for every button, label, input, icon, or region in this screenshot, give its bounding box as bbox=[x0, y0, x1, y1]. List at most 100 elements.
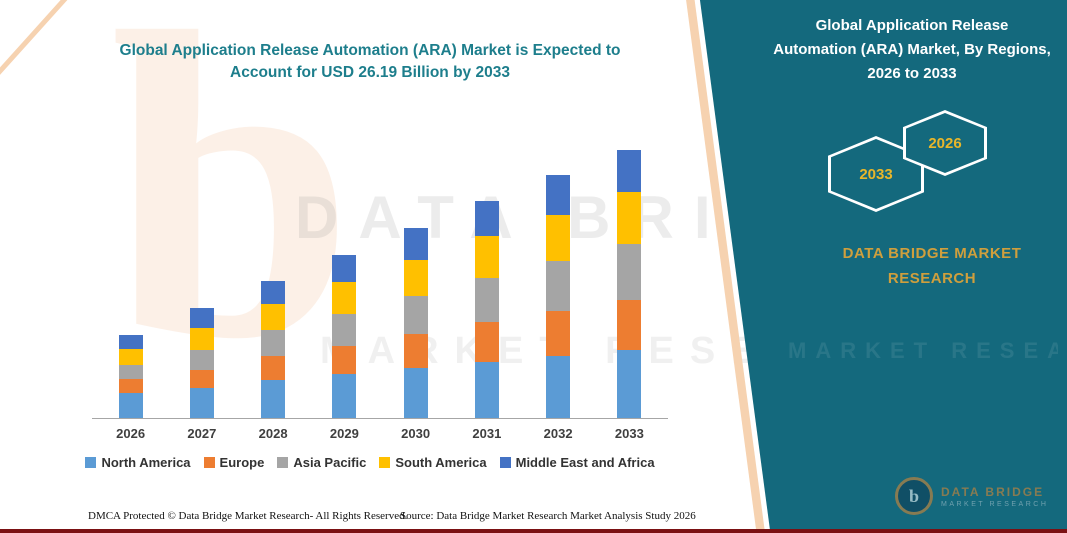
bar-segment-south-america-2026 bbox=[118, 349, 143, 365]
bar-slot-2027 bbox=[166, 110, 237, 418]
bar-2028 bbox=[261, 281, 286, 418]
bar-segment-europe-2032 bbox=[546, 311, 571, 356]
legend-item-north-america: North America bbox=[85, 455, 191, 470]
bar-segment-europe-2026 bbox=[118, 379, 143, 393]
brand-line-2: RESEARCH bbox=[887, 269, 977, 287]
bar-2027 bbox=[189, 308, 214, 418]
bar-segment-europe-2033 bbox=[617, 300, 642, 351]
bar-segment-asia-pacific-2028 bbox=[261, 330, 286, 357]
bar-2033 bbox=[617, 150, 642, 418]
bar-2026 bbox=[118, 335, 143, 418]
legend-item-europe: Europe bbox=[203, 455, 265, 470]
bar-segment-south-america-2027 bbox=[189, 328, 214, 350]
dbmr-logo-text: DATA BRIDGE MARKET RESEARCH bbox=[941, 485, 1048, 508]
x-label-2032: 2032 bbox=[543, 426, 573, 441]
bar-slot-2033 bbox=[594, 110, 665, 418]
dbmr-logo: b DATA BRIDGE MARKET RESEARCH bbox=[895, 477, 1048, 515]
bar-segment-middle-east-and-africa-2032 bbox=[546, 175, 571, 216]
bar-segment-north-america-2027 bbox=[189, 388, 214, 418]
x-label-2028: 2028 bbox=[258, 426, 288, 441]
bar-segment-north-america-2031 bbox=[474, 362, 499, 418]
bar-segment-middle-east-and-africa-2033 bbox=[617, 150, 642, 193]
bar-segment-europe-2027 bbox=[189, 370, 214, 388]
dbmr-logo-sub: MARKET RESEARCH bbox=[941, 500, 1049, 508]
brand-line-1: DATA BRIDGE MARKET bbox=[842, 245, 1022, 262]
chart-legend: North America Europe Asia Pacific South Ame… bbox=[40, 455, 700, 470]
legend-swatch-asia-pacific bbox=[277, 457, 289, 468]
corner-stripe-decor bbox=[0, 0, 78, 85]
x-label-2027: 2027 bbox=[187, 426, 217, 441]
bar-2032 bbox=[546, 175, 571, 418]
legend-swatch-middle-east-and-africa bbox=[499, 457, 511, 468]
bar-slot-2026 bbox=[95, 110, 166, 418]
bar-segment-asia-pacific-2030 bbox=[403, 296, 428, 334]
bar-segment-asia-pacific-2031 bbox=[474, 278, 499, 322]
bar-segment-asia-pacific-2027 bbox=[189, 350, 214, 370]
bottom-rule bbox=[0, 529, 1067, 533]
bar-segment-south-america-2032 bbox=[546, 215, 571, 261]
brand-name: DATA BRIDGE MARKET RESEARCH bbox=[818, 242, 1046, 292]
bar-segment-north-america-2033 bbox=[617, 350, 642, 418]
bar-segment-asia-pacific-2026 bbox=[118, 365, 143, 379]
bar-slot-2029 bbox=[309, 110, 380, 418]
bar-segment-south-america-2028 bbox=[261, 304, 286, 331]
bar-2030 bbox=[403, 228, 428, 418]
bar-segment-asia-pacific-2029 bbox=[332, 314, 357, 346]
bar-segment-middle-east-and-africa-2027 bbox=[189, 308, 214, 328]
bar-segment-asia-pacific-2033 bbox=[617, 244, 642, 301]
legend-swatch-north-america bbox=[85, 457, 97, 468]
legend-label-europe: Europe bbox=[219, 455, 265, 470]
bar-segment-middle-east-and-africa-2028 bbox=[261, 281, 286, 305]
x-label-2033: 2033 bbox=[614, 426, 644, 441]
bar-segment-asia-pacific-2032 bbox=[546, 261, 571, 311]
x-label-2029: 2029 bbox=[329, 426, 359, 441]
bar-segment-north-america-2026 bbox=[118, 393, 143, 418]
bar-segment-south-america-2030 bbox=[403, 260, 428, 296]
bar-segment-south-america-2031 bbox=[474, 236, 499, 278]
bar-segment-europe-2029 bbox=[332, 346, 357, 374]
legend-label-asia-pacific: Asia Pacific bbox=[293, 455, 367, 470]
legend-label-north-america: North America bbox=[101, 455, 191, 470]
bar-slot-2032 bbox=[523, 110, 594, 418]
x-label-2031: 2031 bbox=[472, 426, 502, 441]
legend-item-middle-east-and-africa: Middle East and Africa bbox=[499, 455, 655, 470]
bar-segment-south-america-2033 bbox=[617, 192, 642, 245]
panel-watermark: MARKET RESEARCH bbox=[788, 338, 1058, 363]
bar-slot-2030 bbox=[380, 110, 451, 418]
logo-b-watermark: b bbox=[110, 0, 355, 430]
x-label-2026: 2026 bbox=[116, 426, 146, 441]
bar-slot-2028 bbox=[238, 110, 309, 418]
bar-slot-2031 bbox=[451, 110, 522, 418]
legend-swatch-europe bbox=[203, 457, 215, 468]
bar-segment-europe-2028 bbox=[261, 356, 286, 380]
bar-segment-middle-east-and-africa-2029 bbox=[332, 255, 357, 282]
side-panel-title: Global Application Release Automation (A… bbox=[773, 17, 1051, 82]
source-note: Source: Data Bridge Market Research Mark… bbox=[400, 510, 696, 522]
hexagon-2026-label: 2026 bbox=[906, 113, 984, 173]
chart-title: Global Application Release Automation (A… bbox=[119, 42, 621, 82]
stacked-bar-chart bbox=[95, 110, 665, 418]
x-label-2030: 2030 bbox=[401, 426, 431, 441]
bar-segment-europe-2031 bbox=[474, 322, 499, 362]
bar-segment-north-america-2028 bbox=[261, 380, 286, 418]
legend-item-asia-pacific: Asia Pacific bbox=[277, 455, 366, 470]
legend-item-south-america: South America bbox=[379, 455, 487, 470]
bar-2029 bbox=[332, 255, 357, 418]
dbmr-logo-name: DATA BRIDGE bbox=[941, 484, 1045, 499]
bar-segment-north-america-2032 bbox=[546, 356, 571, 418]
legend-label-middle-east-and-africa: Middle East and Africa bbox=[515, 455, 655, 470]
dmca-notice: DMCA Protected © Data Bridge Market Rese… bbox=[88, 510, 408, 522]
bar-segment-south-america-2029 bbox=[332, 282, 357, 314]
bar-segment-north-america-2030 bbox=[403, 368, 428, 418]
dbmr-logo-icon: b bbox=[895, 477, 933, 515]
bar-segment-europe-2030 bbox=[403, 334, 428, 368]
legend-swatch-south-america bbox=[379, 457, 391, 468]
bar-segment-middle-east-and-africa-2030 bbox=[403, 228, 428, 260]
x-axis-labels: 2026 2027 2028 2029 2030 2031 2032 2033 bbox=[95, 426, 665, 441]
bar-segment-middle-east-and-africa-2026 bbox=[118, 335, 143, 349]
bar-segment-middle-east-and-africa-2031 bbox=[474, 201, 499, 236]
x-axis-line bbox=[92, 418, 668, 419]
bar-2031 bbox=[474, 201, 499, 418]
